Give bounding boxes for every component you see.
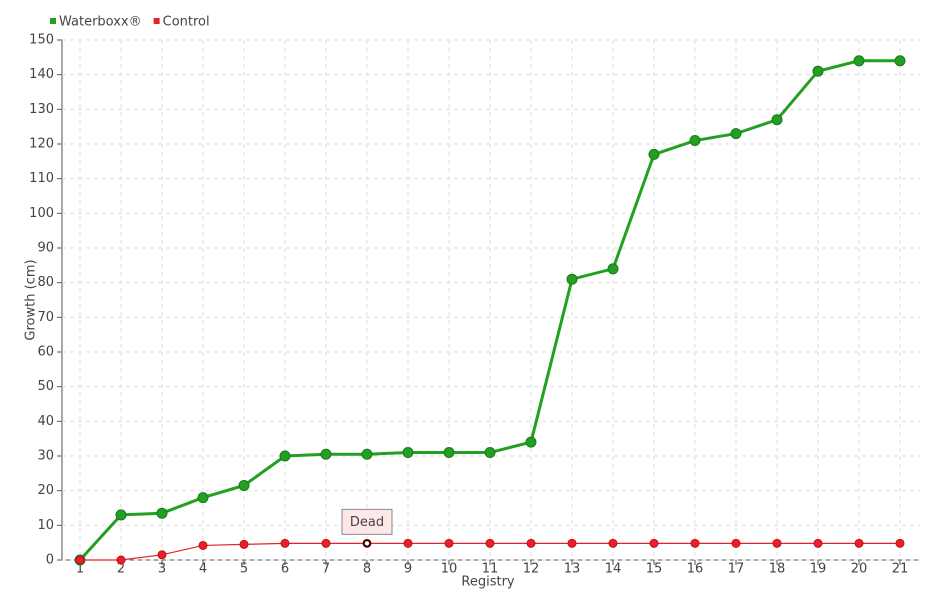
data-point [197,492,209,504]
legend-label: Control [163,15,210,30]
data-point [116,555,126,565]
data-point [812,65,824,77]
y-tick-label: 40 [37,414,54,429]
y-tick-label: 130 [29,102,54,117]
x-tick-label: 11 [482,562,499,577]
y-tick-label: 100 [29,206,54,221]
y-axis-label: Growth (cm) [24,259,39,340]
data-point [198,540,208,550]
y-tick-label: 60 [37,345,54,360]
data-point [895,538,905,548]
data-point [238,479,250,491]
x-tick-label: 21 [892,562,909,577]
y-tick-label: 140 [29,67,54,82]
data-point [403,538,413,548]
x-tick-label: 1 [76,562,84,577]
x-tick-label: 5 [240,562,248,577]
highlight-point [363,539,371,548]
data-point [361,448,373,460]
annotation-box [341,508,393,535]
x-tick-label: 7 [322,562,330,577]
data-point [157,550,167,560]
data-point [526,538,536,548]
y-tick-label: 10 [37,518,54,533]
data-point [607,263,619,275]
x-tick-label: 19 [810,562,827,577]
annotation-text: Dead [350,515,384,530]
x-tick-label: 15 [646,562,663,577]
y-tick-label: 70 [37,310,54,325]
data-point [485,538,495,548]
data-point [443,447,455,459]
x-tick-label: 12 [523,562,540,577]
data-point [689,135,701,147]
legend-label: Waterboxx® [59,15,142,30]
x-tick-label: 4 [199,562,207,577]
x-tick-label: 18 [769,562,786,577]
x-tick-label: 6 [281,562,289,577]
data-point [75,555,85,565]
data-point [854,538,864,548]
y-tick-label: 30 [37,449,54,464]
series-line [78,59,900,562]
x-tick-label: 8 [363,562,371,577]
data-point [771,114,783,126]
y-tick-label: 20 [37,483,54,498]
x-tick-label: 14 [605,562,622,577]
data-point [772,538,782,548]
data-point [280,538,290,548]
legend-swatch [153,18,160,24]
y-tick-label: 110 [29,171,54,186]
data-point [608,538,618,548]
data-point [444,538,454,548]
data-point [649,538,659,548]
data-point [402,447,414,459]
data-point [320,448,332,460]
x-tick-label: 17 [728,562,745,577]
x-tick-label: 16 [687,562,704,577]
x-tick-label: 13 [564,562,581,577]
y-tick-label: 80 [37,275,54,290]
y-tick-label: 90 [37,241,54,256]
data-point [853,55,865,67]
data-point [567,538,577,548]
data-point [279,450,291,462]
data-point [525,436,537,448]
data-point [156,507,168,519]
data-point [731,538,741,548]
x-tick-label: 10 [441,562,458,577]
x-tick-label: 3 [158,562,166,577]
x-tick-label: 2 [117,562,125,577]
data-point [566,273,578,285]
data-point [894,55,906,67]
y-tick-label: 120 [29,137,54,152]
data-point [239,539,249,549]
data-point [813,538,823,548]
y-tick-label: 0 [46,553,54,568]
data-point [484,447,496,459]
data-point [648,148,660,160]
y-tick-label: 50 [37,379,54,394]
x-axis-label: Registry [461,575,515,590]
data-point [321,538,331,548]
x-tick-label: 9 [404,562,412,577]
x-tick-label: 20 [851,562,868,577]
data-point [730,128,742,140]
legend-swatch [50,18,56,24]
y-tick-label: 150 [29,33,54,48]
data-point [690,538,700,548]
data-point [115,509,127,521]
